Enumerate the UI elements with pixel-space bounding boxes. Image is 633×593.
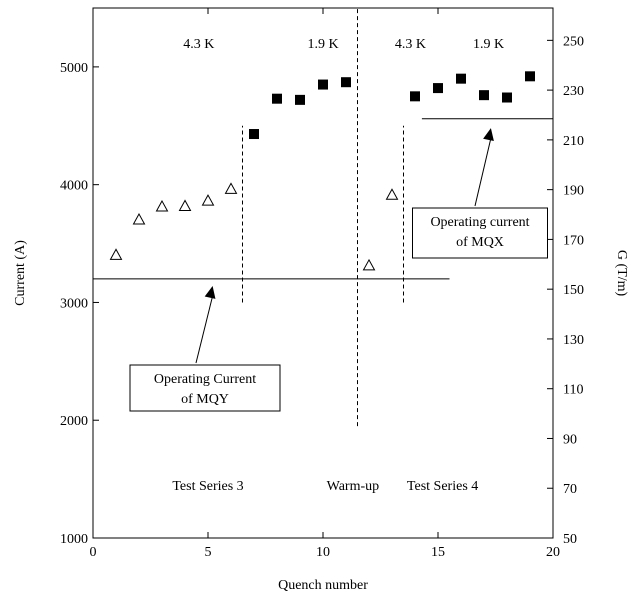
- axes: [92, 7, 554, 539]
- annotation-box: [129, 364, 281, 412]
- y-tick-label-right: 190: [563, 184, 584, 199]
- square-marker: [502, 92, 512, 103]
- triangle-marker: [201, 194, 215, 206]
- x-tick-label: 0: [90, 545, 97, 560]
- y-tick-label-right: 150: [563, 283, 584, 298]
- y-tick-label-right: 90: [563, 432, 577, 447]
- triangle-marker: [178, 199, 192, 211]
- y-tick-label-right: 130: [563, 333, 584, 348]
- annotation-arrowhead: [483, 128, 494, 141]
- y-tick-label-right: 110: [563, 383, 583, 398]
- triangle-marker: [109, 248, 123, 260]
- y-tick-label-left: 1000: [60, 532, 88, 547]
- annotation-arrow-line: [474, 138, 492, 207]
- phase-label: Warm-up: [327, 479, 380, 494]
- triangle-marker: [224, 182, 238, 194]
- y-tick-label-left: 3000: [60, 296, 88, 311]
- square-marker: [318, 79, 328, 90]
- square-marker: [525, 71, 535, 82]
- annotation-arrow-line: [195, 295, 214, 364]
- y-tick-label-right: 230: [563, 84, 584, 99]
- y-axis-label-right: G (T/m): [614, 250, 629, 297]
- y-tick-label-right: 170: [563, 233, 584, 248]
- y-tick-label-right: 70: [563, 482, 577, 497]
- square-marker: [410, 91, 420, 102]
- y-tick-label-left: 2000: [60, 414, 88, 429]
- annotation-text: of MQY: [181, 392, 229, 407]
- x-tick-label: 15: [431, 545, 445, 560]
- temperature-label: 4.3 K: [183, 37, 214, 52]
- x-tick-label: 20: [546, 545, 560, 560]
- square-marker: [433, 83, 443, 94]
- square-marker: [456, 73, 466, 84]
- temperature-label: 1.9 K: [473, 37, 504, 52]
- x-tick-label: 10: [316, 545, 330, 560]
- y-tick-label-left: 5000: [60, 61, 88, 76]
- square-marker: [341, 77, 351, 88]
- x-tick-label: 5: [205, 545, 212, 560]
- temperature-label: 1.9 K: [307, 37, 338, 52]
- triangle-marker: [132, 212, 146, 225]
- temperature-label: 4.3 K: [395, 37, 426, 52]
- annotation-text: of MQX: [456, 235, 504, 250]
- triangle-marker: [362, 258, 376, 271]
- y-axis-label-left: Current (A): [13, 240, 28, 306]
- y-tick-label-right: 50: [563, 532, 577, 547]
- chart-lines: [93, 8, 553, 427]
- triangle-marker: [155, 200, 169, 212]
- annotation-text: Operating Current: [154, 372, 256, 387]
- y-tick-label-right: 250: [563, 34, 584, 49]
- chart-labels: 0 5 10 15 20 1000 2000 3000 4000 5000 50 70 90 110 130…: [60, 34, 584, 560]
- annotation-arrowhead: [204, 285, 216, 299]
- triangle-marker: [385, 188, 399, 200]
- phase-label: Test Series 3: [172, 479, 243, 494]
- data-marks: [109, 71, 535, 271]
- x-axis-label: Quench number: [278, 578, 368, 593]
- square-marker: [479, 90, 489, 101]
- phase-label: Test Series 4: [407, 479, 478, 494]
- y-tick-label-left: 4000: [60, 179, 88, 194]
- annotation-text: Operating current: [430, 215, 529, 230]
- square-marker: [249, 129, 259, 140]
- square-marker: [295, 94, 305, 105]
- square-marker: [272, 93, 282, 104]
- annotation-box: [412, 207, 548, 259]
- y-tick-label-right: 210: [563, 134, 584, 149]
